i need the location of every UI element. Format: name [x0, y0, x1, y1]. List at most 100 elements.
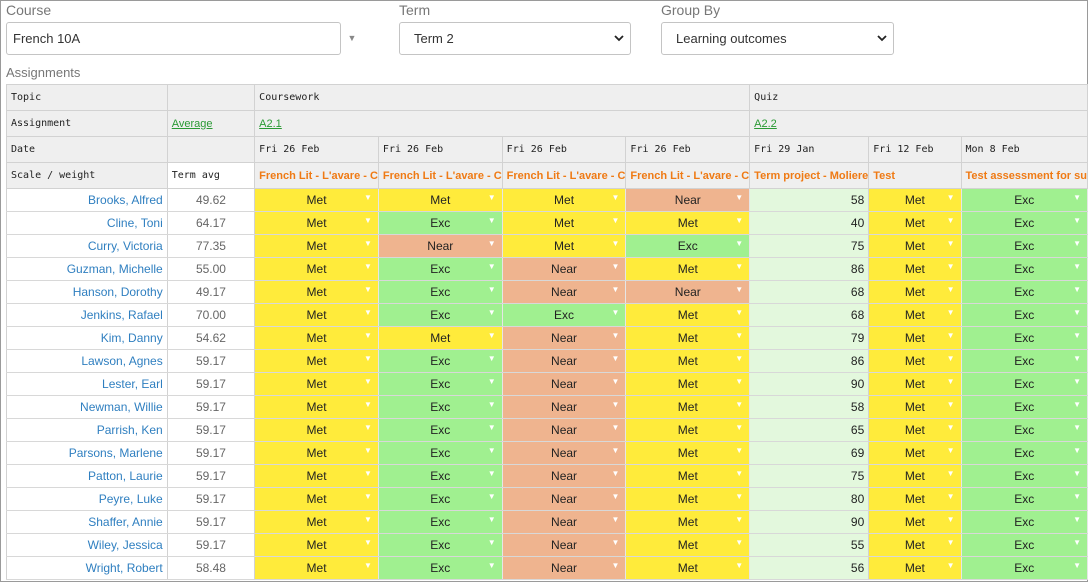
- grade-select[interactable]: Met ▼: [868, 326, 962, 350]
- score-input[interactable]: 86: [749, 349, 870, 373]
- grade-select[interactable]: Met ▼: [625, 464, 751, 488]
- score-input[interactable]: 65: [749, 418, 870, 442]
- grade-select[interactable]: Met ▼: [254, 441, 379, 465]
- grade-select[interactable]: Met ▼: [254, 188, 379, 212]
- grade-select[interactable]: Near ▼: [502, 349, 627, 373]
- grade-select[interactable]: Met ▼: [625, 349, 751, 373]
- grade-select[interactable]: Met ▼: [868, 464, 962, 488]
- grade-select[interactable]: Exc ▼: [961, 188, 1088, 212]
- student-name-link[interactable]: Jenkins, Rafael: [6, 303, 168, 327]
- grade-select[interactable]: Met ▼: [254, 510, 379, 534]
- grade-select[interactable]: Exc ▼: [961, 533, 1088, 557]
- assignment-link-a21[interactable]: A2.1: [259, 117, 282, 130]
- grade-select[interactable]: Met ▼: [868, 487, 962, 511]
- grade-select[interactable]: Met ▼: [868, 418, 962, 442]
- grade-select[interactable]: Exc ▼: [378, 510, 503, 534]
- grade-select[interactable]: Met ▼: [868, 188, 962, 212]
- grade-select[interactable]: Met ▼: [625, 556, 751, 580]
- grade-select[interactable]: Met ▼: [254, 349, 379, 373]
- grade-select[interactable]: Met ▼: [254, 418, 379, 442]
- student-name-link[interactable]: Parsons, Marlene: [6, 441, 168, 465]
- course-combobox[interactable]: French 10A: [6, 22, 341, 55]
- grade-select[interactable]: Met ▼: [378, 188, 503, 212]
- grade-select[interactable]: Exc ▼: [961, 280, 1088, 304]
- grade-select[interactable]: Met ▼: [502, 188, 627, 212]
- grade-select[interactable]: Exc ▼: [961, 556, 1088, 580]
- grade-select[interactable]: Met ▼: [868, 234, 962, 258]
- grade-select[interactable]: Near ▼: [502, 372, 627, 396]
- scale-cell[interactable]: French Lit - L'avare - C: [625, 162, 751, 189]
- scale-cell[interactable]: Test assessment for su: [960, 162, 1088, 189]
- grade-select[interactable]: Met ▼: [254, 372, 379, 396]
- grade-select[interactable]: Exc ▼: [961, 418, 1088, 442]
- scale-cell[interactable]: French Lit - L'avare - C: [501, 162, 627, 189]
- student-name-link[interactable]: Wiley, Jessica: [6, 533, 168, 557]
- grade-select[interactable]: Met ▼: [254, 464, 379, 488]
- term-select[interactable]: Term 2: [399, 22, 631, 55]
- grade-select[interactable]: Near ▼: [502, 326, 627, 350]
- grade-select[interactable]: Met ▼: [625, 326, 751, 350]
- grade-select[interactable]: Met ▼: [868, 280, 962, 304]
- grade-select[interactable]: Exc ▼: [961, 303, 1088, 327]
- grade-select[interactable]: Met ▼: [254, 280, 379, 304]
- grade-select[interactable]: Near ▼: [502, 464, 627, 488]
- grade-select[interactable]: Near ▼: [502, 280, 627, 304]
- student-name-link[interactable]: Brooks, Alfred: [6, 188, 168, 212]
- grade-select[interactable]: Met ▼: [868, 349, 962, 373]
- grade-select[interactable]: Exc ▼: [378, 418, 503, 442]
- grade-select[interactable]: Met ▼: [868, 441, 962, 465]
- score-input[interactable]: 75: [749, 234, 870, 258]
- grade-select[interactable]: Exc ▼: [502, 303, 627, 327]
- grade-select[interactable]: Near ▼: [625, 188, 751, 212]
- score-input[interactable]: 90: [749, 510, 870, 534]
- assignment-link-a22[interactable]: A2.2: [754, 117, 777, 130]
- score-input[interactable]: 56: [749, 556, 870, 580]
- student-name-link[interactable]: Parrish, Ken: [6, 418, 168, 442]
- grade-select[interactable]: Exc ▼: [378, 395, 503, 419]
- grade-select[interactable]: Exc ▼: [961, 349, 1088, 373]
- grade-select[interactable]: Near ▼: [502, 533, 627, 557]
- student-name-link[interactable]: Newman, Willie: [6, 395, 168, 419]
- grade-select[interactable]: Met ▼: [868, 257, 962, 281]
- grade-select[interactable]: Met ▼: [868, 372, 962, 396]
- grade-select[interactable]: Met ▼: [868, 211, 962, 235]
- score-input[interactable]: 69: [749, 441, 870, 465]
- grade-select[interactable]: Met ▼: [378, 326, 503, 350]
- grade-select[interactable]: Met ▼: [254, 234, 379, 258]
- score-input[interactable]: 79: [749, 326, 870, 350]
- grade-select[interactable]: Near ▼: [502, 257, 627, 281]
- grade-select[interactable]: Exc ▼: [961, 510, 1088, 534]
- grade-select[interactable]: Met ▼: [625, 487, 751, 511]
- score-input[interactable]: 68: [749, 280, 870, 304]
- scale-cell[interactable]: Test: [868, 162, 962, 189]
- grade-select[interactable]: Near ▼: [502, 441, 627, 465]
- score-input[interactable]: 58: [749, 395, 870, 419]
- score-input[interactable]: 68: [749, 303, 870, 327]
- grade-select[interactable]: Near ▼: [502, 418, 627, 442]
- grade-select[interactable]: Exc ▼: [378, 533, 503, 557]
- average-link[interactable]: Average: [171, 117, 213, 130]
- grade-select[interactable]: Exc ▼: [378, 464, 503, 488]
- grade-select[interactable]: Met ▼: [254, 211, 379, 235]
- grade-select[interactable]: Met ▼: [254, 395, 379, 419]
- student-name-link[interactable]: Wright, Robert: [6, 556, 168, 580]
- grade-select[interactable]: Near ▼: [502, 487, 627, 511]
- grade-select[interactable]: Exc ▼: [378, 441, 503, 465]
- score-input[interactable]: 58: [749, 188, 870, 212]
- grade-select[interactable]: Exc ▼: [961, 372, 1088, 396]
- student-name-link[interactable]: Guzman, Michelle: [6, 257, 168, 281]
- group-by-select[interactable]: Learning outcomes: [661, 22, 894, 55]
- grade-select[interactable]: Met ▼: [868, 533, 962, 557]
- course-dropdown-toggle[interactable]: ▼: [341, 22, 363, 53]
- grade-select[interactable]: Near ▼: [502, 395, 627, 419]
- grade-select[interactable]: Exc ▼: [378, 349, 503, 373]
- grade-select[interactable]: Met ▼: [625, 418, 751, 442]
- student-name-link[interactable]: Lester, Earl: [6, 372, 168, 396]
- student-name-link[interactable]: Patton, Laurie: [6, 464, 168, 488]
- student-name-link[interactable]: Shaffer, Annie: [6, 510, 168, 534]
- grade-select[interactable]: Met ▼: [625, 395, 751, 419]
- grade-select[interactable]: Met ▼: [625, 441, 751, 465]
- grade-select[interactable]: Exc ▼: [961, 326, 1088, 350]
- grade-select[interactable]: Met ▼: [254, 533, 379, 557]
- student-name-link[interactable]: Peyre, Luke: [6, 487, 168, 511]
